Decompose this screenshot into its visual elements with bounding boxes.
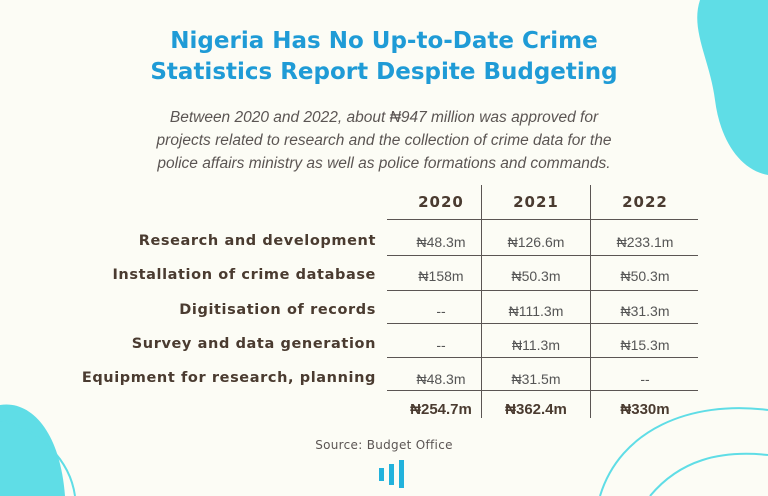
bottom-left-outline — [0, 419, 76, 496]
table-cell: ₦126.6m — [507, 234, 565, 250]
row-label: Digitisation of records — [179, 302, 376, 318]
table-cell: ₦50.3m — [620, 268, 670, 284]
subtitle-line: police affairs ministry as well as polic… — [157, 155, 611, 172]
table-cell: ₦48.3m — [416, 371, 466, 387]
bottom-right-outline-2 — [649, 452, 768, 496]
row-label: Installation of crime database — [112, 267, 376, 283]
column-divider — [590, 185, 591, 418]
total-cell: ₦254.7m — [410, 401, 472, 418]
table-cell: -- — [436, 337, 446, 353]
column-header-2021: 2021 — [513, 193, 559, 211]
row-label: Survey and data generation — [131, 336, 376, 352]
top-right-blob — [697, 0, 768, 175]
total-cell: ₦330m — [620, 401, 670, 418]
bottom-left-blob — [0, 404, 65, 496]
row-divider — [387, 255, 698, 256]
total-cell: ₦362.4m — [505, 401, 567, 418]
column-header-2020: 2020 — [418, 193, 464, 211]
table-cell: ₦50.3m — [511, 268, 561, 284]
table-cell: -- — [640, 371, 650, 387]
table-cell: ₦111.3m — [508, 303, 564, 319]
bottom-right-outline — [599, 407, 768, 496]
table-cell: ₦158m — [418, 268, 464, 284]
row-label: Research and development — [138, 233, 376, 249]
row-divider — [387, 219, 698, 220]
table-cell: -- — [436, 303, 446, 319]
row-divider — [387, 290, 698, 291]
source-note: Source: Budget Office — [315, 438, 453, 452]
table-cell: ₦233.1m — [616, 234, 674, 250]
subtitle: Between 2020 and 2022, about ₦947 millio… — [80, 106, 688, 175]
column-header-2022: 2022 — [622, 193, 668, 211]
table-cell: ₦31.3m — [620, 303, 670, 319]
page-title: Nigeria Has No Up-to-Date Crime Statisti… — [0, 26, 768, 88]
subtitle-line: Between 2020 and 2022, about ₦947 millio… — [169, 109, 599, 126]
table-cell: ₦11.3m — [512, 337, 560, 353]
row-divider — [387, 323, 698, 324]
table-cell: ₦15.3m — [620, 337, 670, 353]
subtitle-line: projects related to research and the col… — [156, 132, 612, 149]
column-divider — [481, 185, 482, 418]
table-cell: ₦31.5m — [511, 371, 561, 387]
title-line: Nigeria Has No Up-to-Date Crime — [170, 28, 598, 54]
title-line: Statistics Report Despite Budgeting — [150, 59, 618, 85]
bar-chart-logo-icon — [379, 460, 404, 488]
row-label: Equipment for research, planning — [81, 370, 376, 386]
row-divider — [387, 357, 698, 358]
row-divider — [387, 390, 698, 391]
table-cell: ₦48.3m — [416, 234, 466, 250]
